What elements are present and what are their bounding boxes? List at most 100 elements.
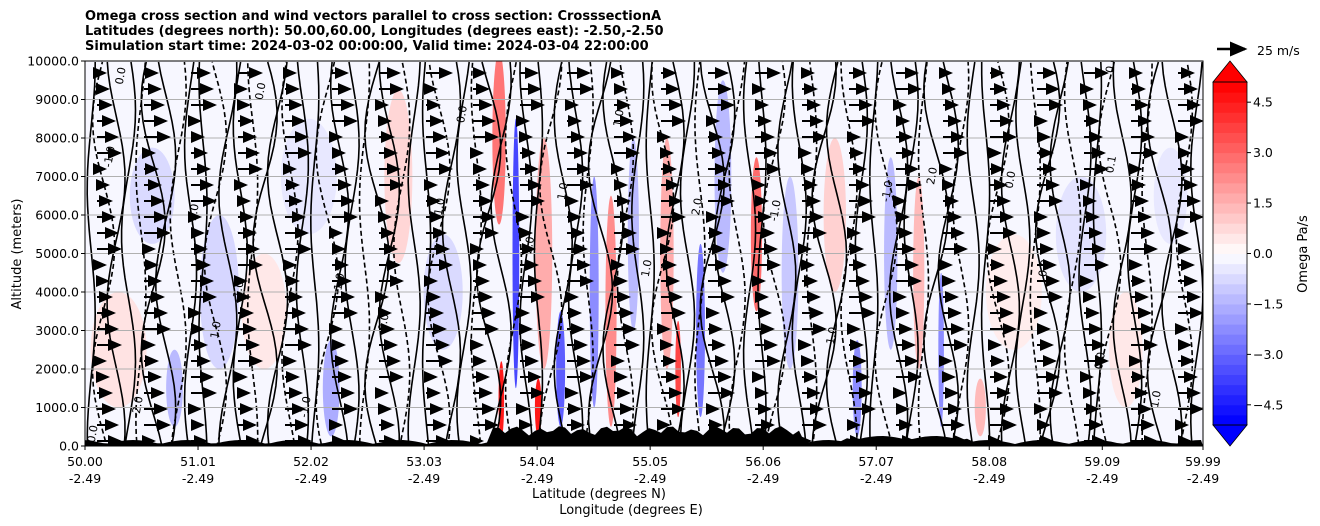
contour-label: 1.0 xyxy=(208,320,224,339)
contour-label: 0.1 xyxy=(1103,155,1119,174)
contour-line xyxy=(456,61,472,446)
y-tick-label: 4000.0 xyxy=(35,285,79,300)
contour-label: -1.0 xyxy=(101,145,118,168)
x-tick-label-lon: -2.49 xyxy=(634,471,666,486)
y-tick-label: 7000.0 xyxy=(35,169,79,184)
colorbar-segment xyxy=(1213,263,1247,275)
contour-line xyxy=(169,61,187,446)
colorbar-extend-min xyxy=(1212,424,1248,447)
x-tick-label-lon: -2.49 xyxy=(1187,471,1219,486)
contour-line xyxy=(232,61,249,446)
y-tick-label: 0.0 xyxy=(59,439,79,454)
colorbar-segment xyxy=(1213,273,1247,285)
contour-line xyxy=(874,61,899,446)
contour-line xyxy=(587,61,614,446)
y-tick-label: 9000.0 xyxy=(35,92,79,107)
contour-line xyxy=(1098,61,1122,446)
contour-label: -2.0 xyxy=(129,395,146,418)
omega-cell xyxy=(913,176,925,369)
chart-title-line-3: Simulation start time: 2024-03-02 00:00:… xyxy=(85,39,649,54)
x-tick-label-lon: -2.49 xyxy=(860,471,892,486)
colorbar-segment xyxy=(1213,334,1247,345)
colorbar-tick-label: 0.0 xyxy=(1253,246,1273,261)
omega-cell xyxy=(938,272,944,427)
contour-line xyxy=(616,61,635,446)
contour-line xyxy=(840,61,858,446)
contour-line xyxy=(539,61,563,446)
contour-line xyxy=(645,61,656,446)
quiver-key: 25 m/s xyxy=(1217,41,1300,58)
colorbar-segment xyxy=(1213,384,1247,396)
contour-label: 0.0 xyxy=(376,312,392,331)
contour-line xyxy=(295,61,310,446)
contour-line xyxy=(1161,61,1183,446)
y-tick-label: 5000.0 xyxy=(35,246,79,261)
contour-line xyxy=(777,61,797,446)
contour-label: 0.0 xyxy=(1036,259,1052,278)
contour-label: 1.0 xyxy=(611,108,627,127)
x-tick-label-lat: 55.05 xyxy=(632,454,668,469)
quiver-key-label: 25 m/s xyxy=(1257,43,1300,58)
colorbar-segment xyxy=(1213,354,1247,365)
colorbar-segment xyxy=(1213,182,1247,194)
contour-label: 2.0 xyxy=(689,197,705,216)
contour-line xyxy=(966,61,980,446)
y-tick-label: 10000.0 xyxy=(27,54,79,69)
omega-cell xyxy=(1153,147,1188,244)
contour-label: 1.0 xyxy=(639,259,655,278)
omega-cell xyxy=(852,340,862,437)
colorbar-segment xyxy=(1213,414,1247,426)
contour-line xyxy=(1015,61,1031,446)
x-tick-label-lat: 58.08 xyxy=(971,454,1007,469)
x-tick-label-lat: 51.01 xyxy=(180,454,216,469)
x-tick-label-lon: -2.49 xyxy=(408,471,440,486)
contour-label: 0.0 xyxy=(454,105,470,124)
x-tick-label-lat: 56.06 xyxy=(745,454,781,469)
colorbar-tick-label: −1.5 xyxy=(1253,296,1283,311)
contour-line xyxy=(1146,61,1173,446)
x-tick-label-lon: -2.49 xyxy=(1086,471,1118,486)
colorbar-segment xyxy=(1213,364,1247,376)
omega-cell xyxy=(90,292,147,408)
x-tick-label-lon: -2.49 xyxy=(973,471,1005,486)
colorbar-segment xyxy=(1213,122,1247,133)
colorbar-segment xyxy=(1213,324,1247,335)
x-axis-label-latitude: Latitude (degrees N) xyxy=(532,487,666,502)
contour-label: 1.0 xyxy=(555,182,571,201)
contour-label: 2.0 xyxy=(924,166,940,185)
chart-title-line-1: Omega cross section and wind vectors par… xyxy=(85,9,662,24)
contour-line xyxy=(120,61,137,446)
colorbar-tick-label: −4.5 xyxy=(1253,397,1283,412)
contour-line xyxy=(427,61,451,446)
contour-label: 0.0 xyxy=(253,81,269,100)
colorbar-segment xyxy=(1213,233,1247,244)
contour-label: 0.0 xyxy=(85,424,101,443)
colorbar-segment xyxy=(1213,152,1247,164)
contour-line xyxy=(917,61,930,446)
x-tick-label-lat: 57.07 xyxy=(858,454,894,469)
y-tick-label: 8000.0 xyxy=(35,131,79,146)
x-tick-label-lat: 53.03 xyxy=(406,454,442,469)
colorbar-segment xyxy=(1213,303,1247,315)
contour-line xyxy=(504,61,523,446)
colorbar-segment xyxy=(1213,223,1247,234)
x-tick-label-lat: 50.00 xyxy=(67,454,103,469)
chart-title-line-2: Latitudes (degrees north): 50.00,60.00, … xyxy=(85,24,664,39)
colorbar-segment xyxy=(1213,162,1247,174)
x-tick-label-lat: 52.02 xyxy=(293,454,329,469)
contour-line xyxy=(183,61,198,446)
contour-label: 1.0 xyxy=(1148,389,1164,408)
y-tick-label: 6000.0 xyxy=(35,208,79,223)
contour-line xyxy=(980,62,991,446)
contour-label: -1.0 xyxy=(879,180,896,203)
colorbar-tick-label: 3.0 xyxy=(1253,145,1273,160)
colorbar-segment xyxy=(1213,102,1247,113)
colorbar: 4.5 3.0 1.5 0.0 −1.5 −3.0 −4.5 xyxy=(1212,60,1283,447)
contour-label: 0.0 xyxy=(1092,351,1108,370)
contour-label: 0.0 xyxy=(1003,170,1019,189)
x-tick-label-lat: 59.99 xyxy=(1185,454,1221,469)
x-tick-label-lon: -2.49 xyxy=(521,471,553,486)
colorbar-tick-label: 1.5 xyxy=(1253,196,1273,211)
colorbar-segment xyxy=(1213,344,1247,355)
